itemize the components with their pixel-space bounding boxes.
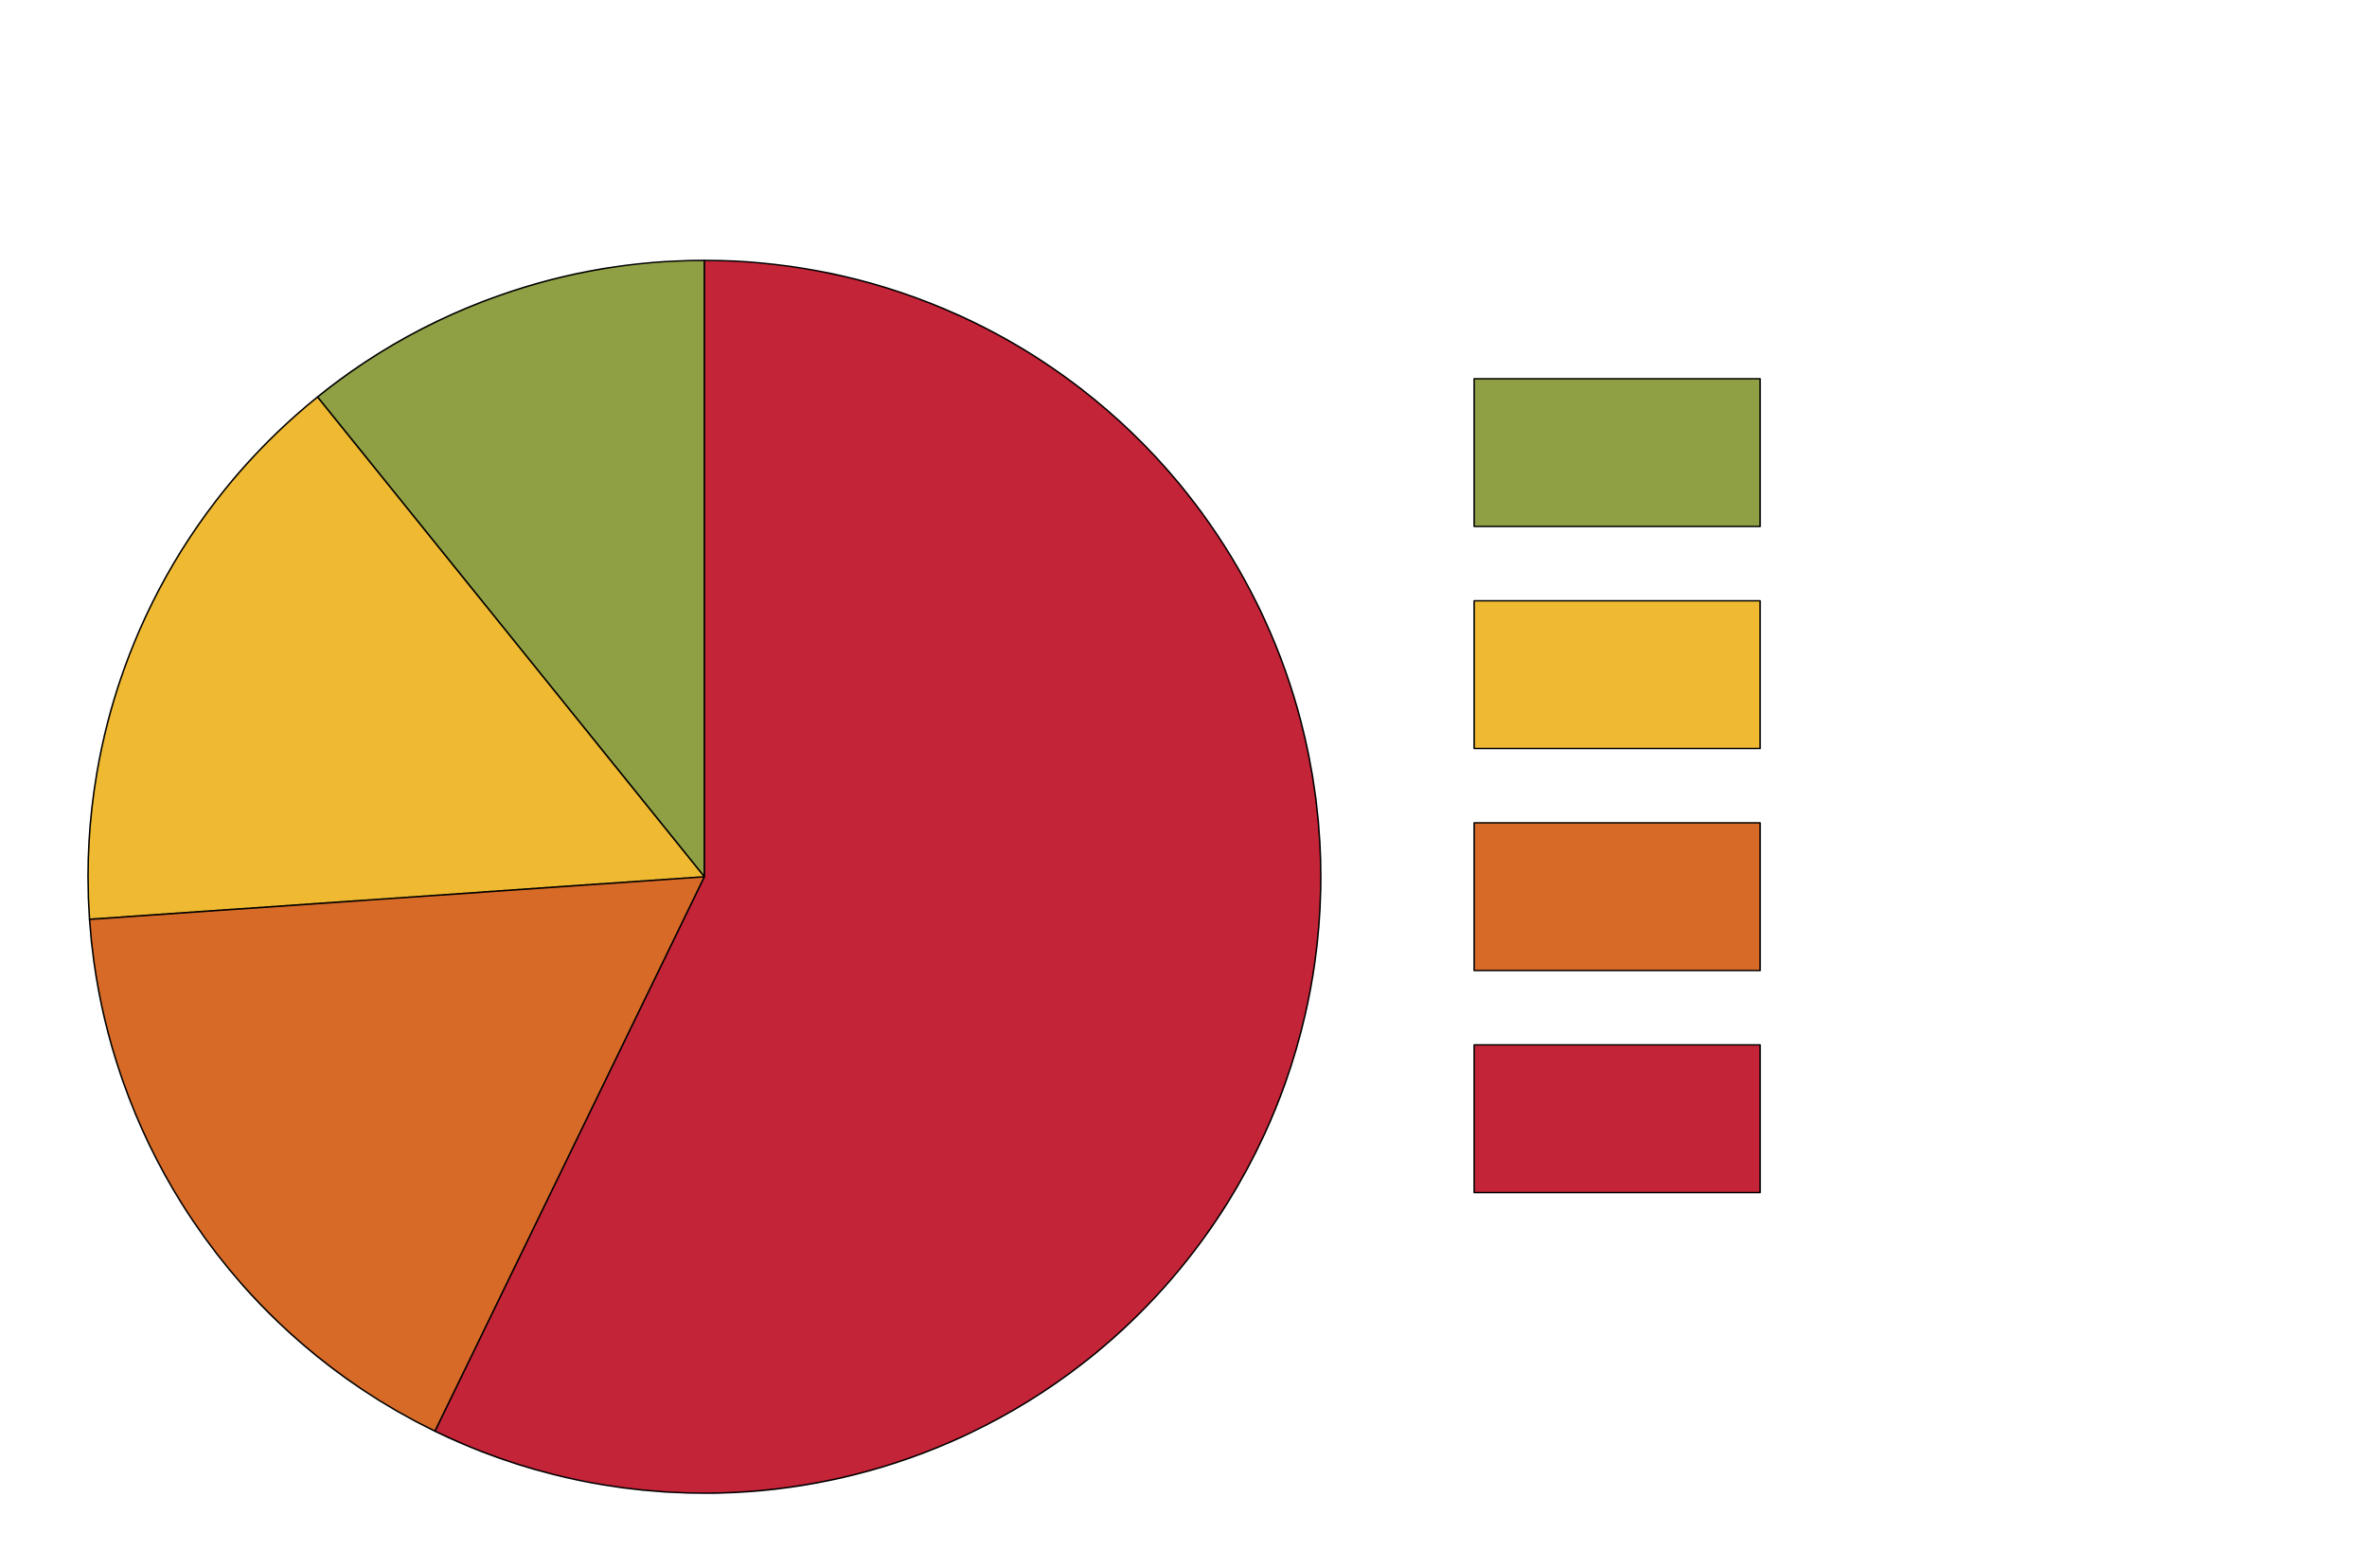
legend-swatch <box>1473 822 1761 971</box>
pie-slice <box>87 396 705 920</box>
pie-slice <box>88 876 705 1433</box>
pie-slice <box>434 259 1322 1494</box>
legend-swatch <box>1473 378 1761 527</box>
pie-slice <box>316 259 705 878</box>
legend-swatch <box>1473 1043 1761 1194</box>
legend-swatch <box>1473 599 1761 750</box>
